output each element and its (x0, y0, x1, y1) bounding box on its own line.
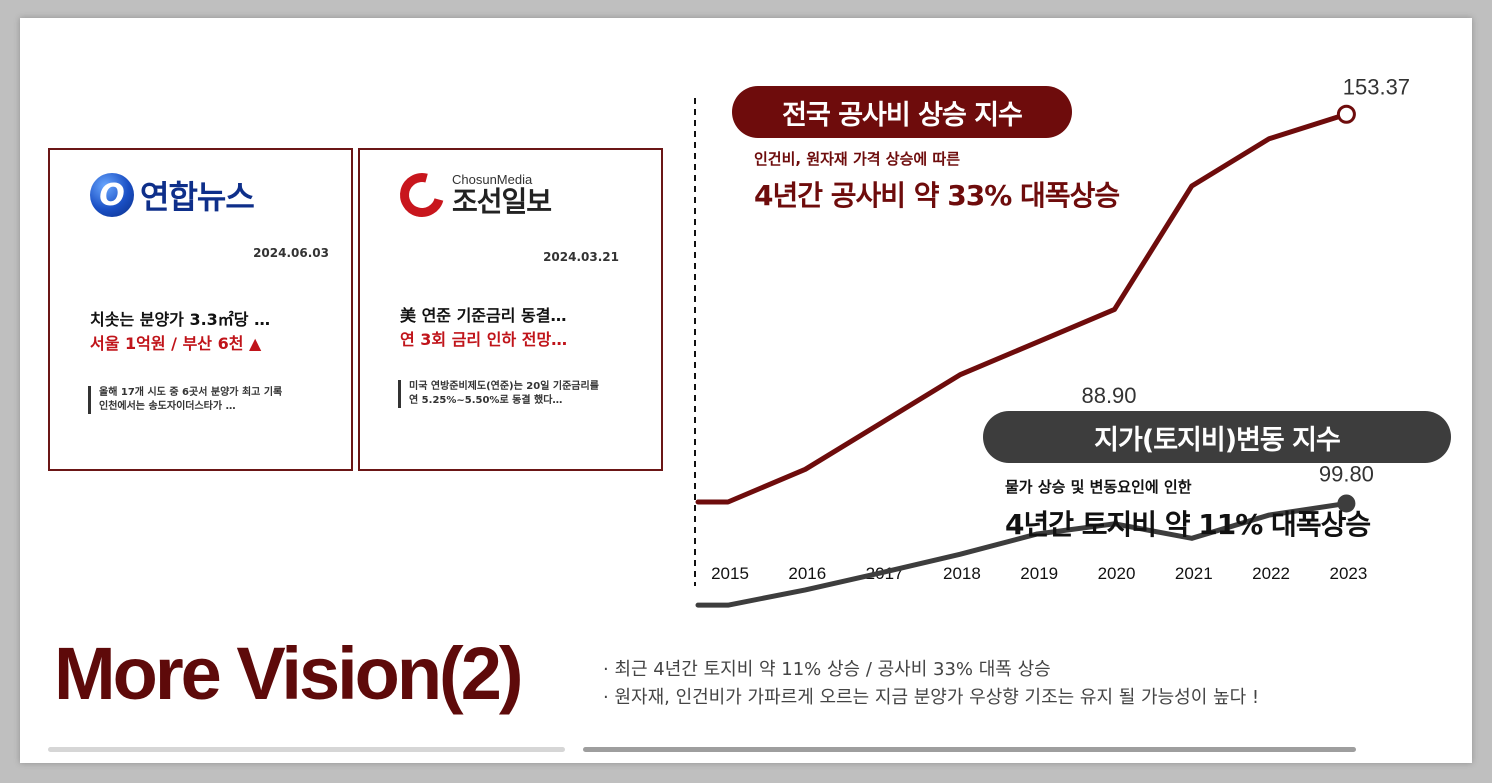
construction-index-pill: 전국 공사비 상승 지수 (732, 86, 1072, 138)
card-headline: 美 연준 기준금리 동결… (400, 306, 567, 325)
bullet-item: · 최근 4년간 토지비 약 11% 상승 / 공사비 33% 대폭 상승 (603, 659, 1051, 680)
construction-index-line (695, 111, 1349, 505)
x-tick-label: 2016 (788, 564, 826, 583)
divider-right (583, 747, 1356, 752)
land-index-pill: 지가(토지비)변동 지수 (983, 411, 1451, 463)
card-headline-highlight: 연 3회 금리 인하 전망… (400, 330, 568, 349)
line-chart: 2015 2016 2017 2018 2019 2020 2021 2022 2023153.… (694, 74, 1410, 608)
card-headline: 치솟는 분양가 3.3㎡당 … (90, 310, 271, 329)
summary-line: 인천에서는 송도자이더스타가 … (99, 401, 236, 412)
yonhap-logo-text: 연합뉴스 (140, 178, 255, 216)
series-end-label: 153.37 (1343, 74, 1410, 99)
page-title: More Vision(2) (54, 632, 523, 715)
land-index-headline: 4년간 토지비 약 11% 대폭상승 (1005, 508, 1371, 541)
yonhap-globe-icon: O (90, 173, 134, 217)
summary-line: 올해 17개 시도 중 6곳서 분양가 최고 기록 (99, 387, 283, 398)
card-date: 2024.03.21 (543, 250, 619, 264)
x-tick-label: 2019 (1020, 564, 1058, 583)
yonhap-logo: O 연합뉴스 (90, 172, 255, 218)
construction-index-headline: 4년간 공사비 약 33% 대폭상승 (754, 179, 1120, 212)
x-tick-label: 2015 (711, 564, 749, 583)
x-tick-label: 2021 (1175, 564, 1213, 583)
divider-left (48, 747, 565, 752)
news-card-yonhap: O 연합뉴스 2024.06.03 치솟는 분양가 3.3㎡당 … 서울 1억원… (48, 148, 353, 471)
x-tick-label: 2022 (1252, 564, 1290, 583)
x-tick-label: 2020 (1098, 564, 1136, 583)
construction-index-end-point (1336, 104, 1356, 124)
bullet-item: · 원자재, 인건비가 가파르게 오르는 지금 분양가 우상향 기조는 유지 될… (603, 687, 1260, 708)
summary-line: 연 5.25%~5.50%로 동결 했다… (409, 395, 563, 406)
card-summary: 올해 17개 시도 중 6곳서 분양가 최고 기록 인천에서는 송도자이더스타가… (88, 386, 282, 414)
card-date: 2024.06.03 (253, 246, 329, 260)
news-card-chosun: ChosunMedia 조선일보 2024.03.21 美 연준 기준금리 동결… (358, 148, 663, 471)
land-index-subtitle: 물가 상승 및 변동요인에 인한 (1005, 478, 1192, 496)
bullet-list: · 최근 4년간 토지비 약 11% 상승 / 공사비 33% 대폭 상승 · … (603, 656, 1259, 712)
series-point-label: 88.90 (1081, 383, 1136, 408)
chosun-logo: ChosunMedia 조선일보 (391, 164, 552, 225)
land-index-line (695, 500, 1349, 608)
chosun-media-text: ChosunMedia (452, 172, 533, 187)
x-tick-label: 2023 (1329, 564, 1367, 583)
construction-index-subtitle: 인건비, 원자재 가격 상승에 따른 (754, 150, 960, 168)
land-index-end-point (1337, 494, 1356, 513)
summary-line: 미국 연방준비제도(연준)는 20일 기준금리를 (409, 381, 599, 392)
card-summary: 미국 연방준비제도(연준)는 20일 기준금리를 연 5.25%~5.50%로 … (398, 380, 599, 408)
series-end-label: 99.80 (1319, 461, 1374, 486)
card-headline-highlight: 서울 1억원 / 부산 6천 ▲ (90, 334, 262, 353)
chosun-logo-text: 조선일보 (452, 185, 552, 218)
x-tick-label: 2018 (943, 564, 981, 583)
slide: O 연합뉴스 2024.06.03 치솟는 분양가 3.3㎡당 … 서울 1억원… (20, 18, 1472, 763)
